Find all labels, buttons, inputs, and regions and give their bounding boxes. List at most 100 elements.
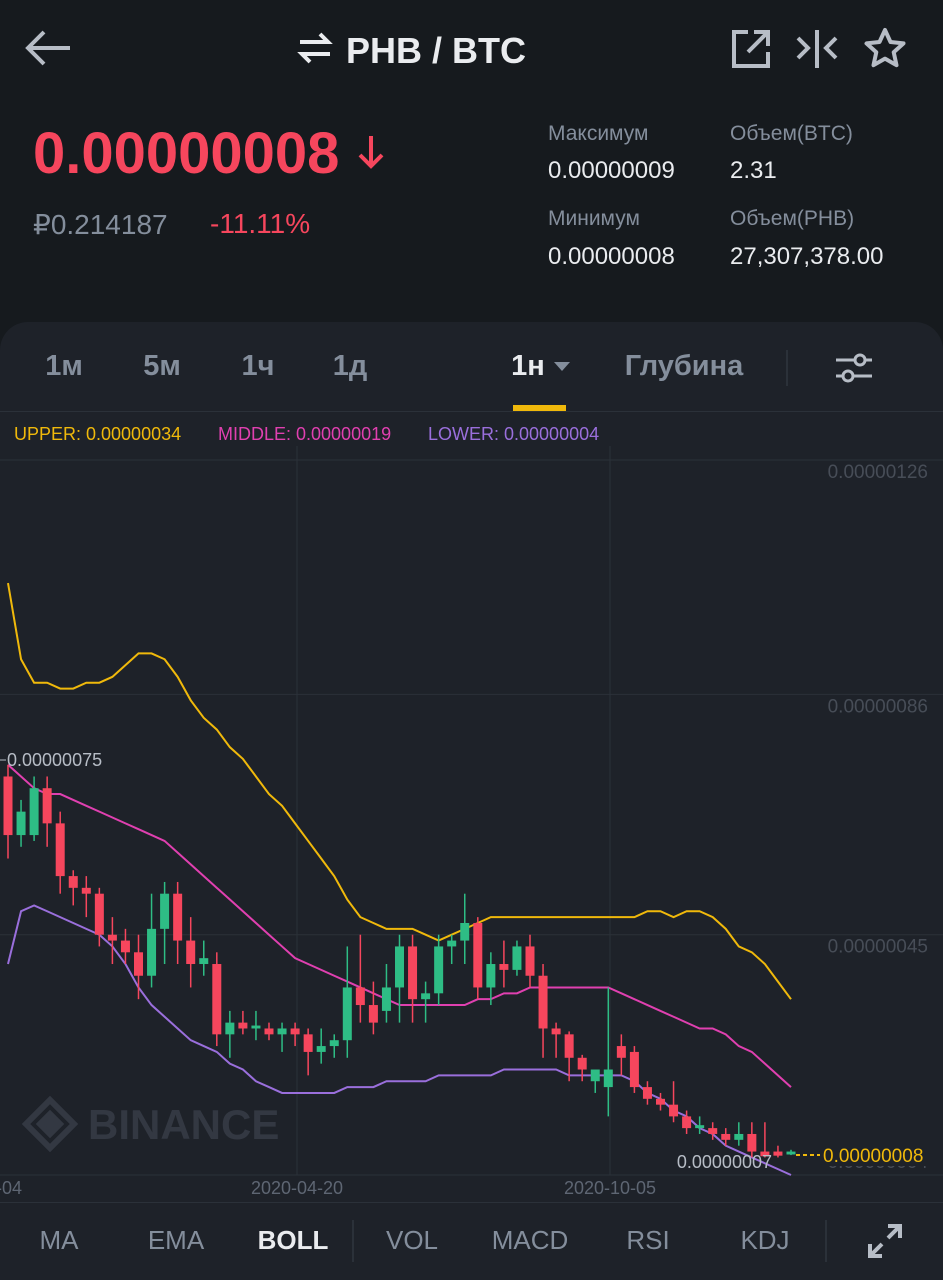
share-icon[interactable]	[728, 26, 774, 72]
candle-body	[16, 811, 26, 836]
candle-body	[225, 1022, 235, 1035]
candle-body	[460, 922, 470, 941]
active-underline	[513, 405, 566, 411]
last-price-label: 0.00000008	[823, 1146, 923, 1167]
candle-body	[760, 1151, 770, 1157]
legend-entry: MIDDLE: 0.00000019	[218, 424, 391, 444]
indicator-tab[interactable]: EMA	[147, 1225, 205, 1255]
y-tick-label: 0.00000045	[828, 937, 928, 958]
separator	[825, 1220, 827, 1262]
candle-body	[160, 893, 170, 929]
watermark-logo	[21, 1095, 79, 1153]
candle-body	[68, 876, 78, 888]
separator	[786, 350, 788, 386]
interval-tab-active[interactable]: 1н	[511, 350, 545, 382]
x-tick-label: 2020-04-20	[251, 1178, 343, 1198]
stat-label: Объем(BTC)	[730, 122, 853, 145]
legend-entry: UPPER: 0.00000034	[14, 424, 181, 444]
stat-value: 0.00000009	[548, 157, 675, 184]
chart-card	[0, 322, 943, 1280]
candle-body	[629, 1051, 639, 1088]
candle-body	[447, 940, 457, 947]
candle-body	[421, 993, 431, 1000]
candle-body	[434, 946, 444, 994]
candle-body	[721, 1133, 731, 1140]
indicator-tab[interactable]: RSI	[626, 1225, 670, 1255]
candle-body	[499, 964, 509, 970]
x-tick-label: 2020-10-05	[564, 1178, 656, 1198]
band-line	[7, 582, 792, 1000]
candle-body	[695, 1125, 705, 1129]
candle-body	[238, 1022, 248, 1029]
interval-tab[interactable]: 5м	[143, 350, 181, 382]
indicator-tab[interactable]: VOL	[385, 1225, 439, 1255]
separator	[352, 1220, 354, 1262]
indicator-tab[interactable]: MACD	[491, 1225, 569, 1255]
candle-body	[473, 922, 483, 988]
back-button[interactable]	[22, 26, 74, 70]
depth-tab[interactable]: Глубина	[624, 350, 744, 382]
stat-value: 0.00000008	[548, 243, 675, 270]
stat-label: Максимум	[548, 122, 649, 145]
compare-icon[interactable]	[794, 26, 840, 72]
watermark: BINANCE	[88, 1101, 279, 1148]
indicator-tab-active[interactable]: BOLL	[257, 1225, 329, 1255]
pair-title: PHB / BTC	[346, 30, 526, 71]
candle-body	[277, 1028, 287, 1035]
stat-label: Минимум	[548, 207, 640, 230]
favorite-icon[interactable]	[862, 26, 908, 72]
candle-body	[708, 1128, 718, 1134]
candle-body	[616, 1046, 626, 1058]
candle-body	[212, 964, 222, 1035]
candle-body	[669, 1104, 679, 1117]
dropdown-caret	[554, 362, 570, 371]
y-tick-label: 0.00000126	[828, 462, 928, 483]
x-tick-label: 1-04	[0, 1178, 22, 1198]
candle-body	[42, 788, 52, 824]
candle-body	[590, 1069, 600, 1082]
fiat-price: ₽0.214187	[33, 209, 168, 240]
candle-body	[290, 1028, 300, 1035]
stat-value: 27,307,378.00	[730, 243, 884, 270]
candle-body	[303, 1034, 313, 1052]
candle-body	[264, 1028, 274, 1035]
change-percent: -11.11%	[210, 208, 311, 239]
candle-body	[642, 1087, 652, 1099]
candle-body	[682, 1116, 692, 1129]
settings-icon[interactable]	[834, 352, 874, 384]
candle-body	[94, 893, 104, 935]
interval-tab[interactable]: 1ч	[241, 350, 275, 382]
candle-body	[577, 1057, 587, 1070]
down-arrow	[358, 136, 384, 169]
candle-body	[747, 1133, 757, 1152]
candle-body	[107, 934, 117, 941]
legend-entry: LOWER: 0.00000004	[428, 424, 599, 444]
candle-body	[134, 952, 143, 976]
interval-tab[interactable]: 1д	[332, 350, 368, 382]
candle-body	[355, 987, 365, 1006]
fullscreen-icon[interactable]	[866, 1222, 904, 1260]
candle-body	[29, 788, 39, 836]
swap-icon[interactable]	[296, 30, 334, 68]
candle-body	[525, 946, 535, 976]
candle-body	[173, 893, 183, 941]
candle-body	[538, 975, 548, 1029]
divider	[0, 411, 943, 412]
candle-body	[147, 928, 157, 976]
candle-body	[199, 958, 209, 965]
price-label-bg	[818, 1144, 938, 1166]
indicator-tab[interactable]: MA	[39, 1225, 79, 1255]
candle-body	[3, 776, 13, 836]
candle-body	[329, 1040, 339, 1047]
candle-body	[120, 940, 130, 953]
candle-body	[603, 1069, 613, 1088]
candle-body	[368, 1005, 378, 1023]
candle-body	[786, 1151, 796, 1155]
candle-body	[342, 987, 352, 1041]
candle-body	[395, 946, 404, 988]
candle-body	[512, 946, 522, 970]
interval-tab[interactable]: 1м	[45, 350, 83, 382]
indicator-tab[interactable]: KDJ	[740, 1225, 790, 1255]
candle-body	[734, 1133, 744, 1140]
candle-body	[564, 1034, 574, 1058]
